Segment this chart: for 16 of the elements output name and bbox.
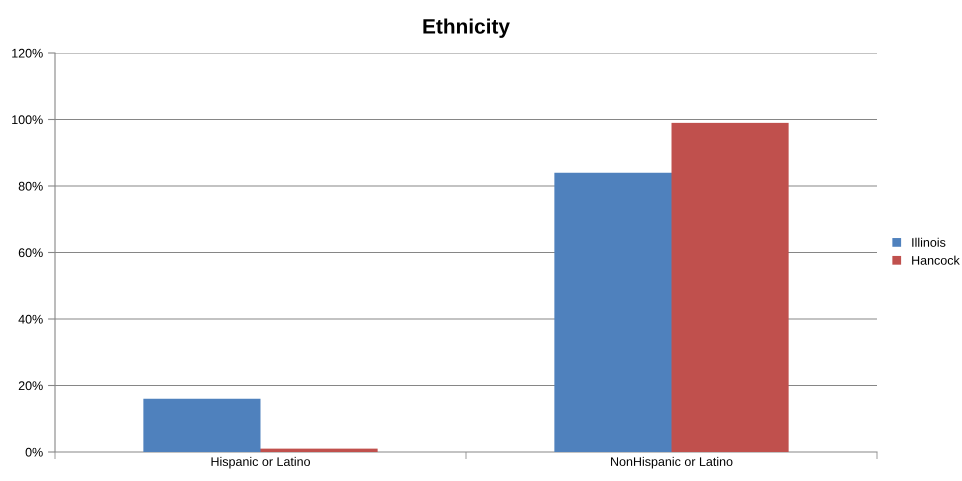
y-tick-label: 60% xyxy=(18,248,43,258)
y-tick-label: 120% xyxy=(12,48,43,58)
y-tick-label: 40% xyxy=(18,314,43,324)
bar xyxy=(554,172,672,452)
y-tick-label: 100% xyxy=(12,115,43,124)
y-tick-label: 0% xyxy=(26,448,43,457)
legend-label: Illinois xyxy=(912,238,946,247)
legend-label: Hancock xyxy=(912,256,960,265)
y-tick-label: 80% xyxy=(18,182,43,191)
bar xyxy=(260,448,378,452)
x-tick-label: NonHispanic or Latino xyxy=(611,456,732,469)
chart-title: Ethnicity xyxy=(423,18,510,38)
bar xyxy=(672,122,789,452)
bar xyxy=(143,398,260,452)
x-tick-label: Hispanic or Latino xyxy=(212,456,310,469)
y-tick-label: 20% xyxy=(18,381,43,390)
